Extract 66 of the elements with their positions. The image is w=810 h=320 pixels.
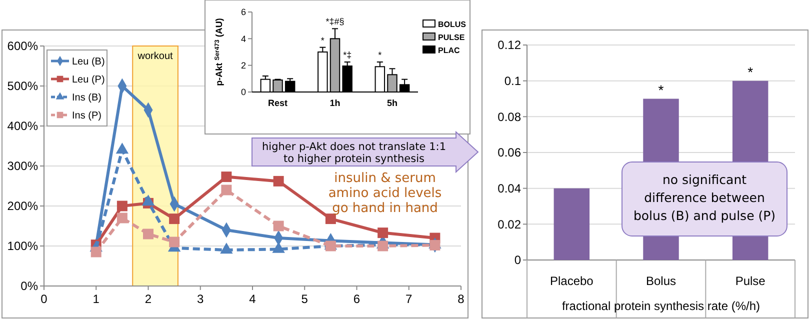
x-tick-label: 0 — [40, 292, 48, 306]
point — [90, 246, 102, 258]
point — [378, 228, 388, 238]
x-tick-label: 1h — [330, 98, 340, 108]
data-label: *‡ — [343, 50, 352, 60]
data-label: * — [658, 82, 664, 98]
point — [273, 220, 284, 232]
x-tick-label: 3 — [197, 292, 204, 306]
y-tick-label: 0% — [20, 279, 38, 294]
y-tick-label: 600% — [7, 39, 38, 54]
x-tick-label: 1 — [92, 292, 100, 306]
data-label: *‡#§ — [326, 16, 344, 27]
point — [116, 200, 128, 212]
y-tick-label: 0.12 — [498, 38, 522, 52]
legend-label: Leu (B) — [72, 56, 105, 68]
point — [169, 214, 180, 224]
y-tick-label: 100% — [7, 239, 38, 254]
x-axis-title: fractional protein synthesis rate (%/h) — [562, 299, 760, 313]
y-tick-label: 0.08 — [498, 110, 522, 124]
y-tick-label: 300% — [7, 159, 38, 174]
x-tick-label: Bolus — [646, 274, 676, 288]
y-tick-label: 0.1 — [504, 74, 522, 88]
annotation: insulin & serum amino acid levels go hand in hand — [328, 171, 442, 216]
x-tick-label: Pulse — [735, 274, 766, 288]
x-tick-label: 6 — [353, 292, 360, 306]
point — [143, 228, 154, 240]
point — [116, 212, 128, 224]
legend-label: Ins (P) — [72, 110, 102, 122]
legend-label: Leu (P) — [72, 74, 105, 86]
legend-label: PLAC — [438, 46, 460, 55]
x-tick-label: Placebo — [550, 274, 594, 288]
x-tick-label: Rest — [268, 98, 288, 108]
legend-label: PULSE — [438, 32, 466, 42]
y-tick-label: 0 — [514, 253, 522, 268]
x-tick-label: 4 — [249, 292, 256, 306]
point — [273, 176, 284, 186]
bar — [554, 188, 590, 260]
legend-label: Ins (B) — [72, 92, 102, 104]
x-tick-label: 2 — [144, 292, 152, 306]
point — [430, 240, 440, 250]
y-tick-label: 4 — [240, 34, 246, 44]
x-tick-label: 8 — [458, 292, 465, 306]
point — [221, 184, 232, 196]
point — [169, 236, 180, 248]
point — [221, 172, 232, 182]
x-tick-label: 5 — [301, 292, 308, 306]
data-label: * — [378, 50, 382, 60]
band-label: workout — [136, 51, 174, 62]
legend-label: BOLUS — [438, 20, 467, 29]
y-tick-label: 0.04 — [498, 182, 522, 196]
y-tick-label: 500% — [7, 79, 38, 94]
annotation: higher p-Akt does not translate 1:1 to higher protein synthesis — [262, 141, 446, 165]
x-tick-label: 7 — [406, 292, 413, 306]
y-tick-label: 0 — [240, 87, 246, 98]
y-tick-label: 6 — [240, 7, 246, 18]
y-tick-label: 200% — [7, 199, 38, 214]
x-tick-label: 5h — [386, 98, 398, 108]
annotation: no significant difference between bolus (B) and pulse (P) — [633, 172, 776, 223]
y-tick-label: 0.06 — [498, 146, 522, 160]
y-tick-label: 400% — [7, 119, 38, 134]
data-label: * — [320, 35, 325, 46]
point — [378, 240, 388, 252]
point — [325, 214, 336, 224]
y-tick-label: 0.02 — [498, 217, 522, 232]
data-label: * — [748, 64, 754, 80]
y-tick-label: 2 — [240, 60, 246, 70]
